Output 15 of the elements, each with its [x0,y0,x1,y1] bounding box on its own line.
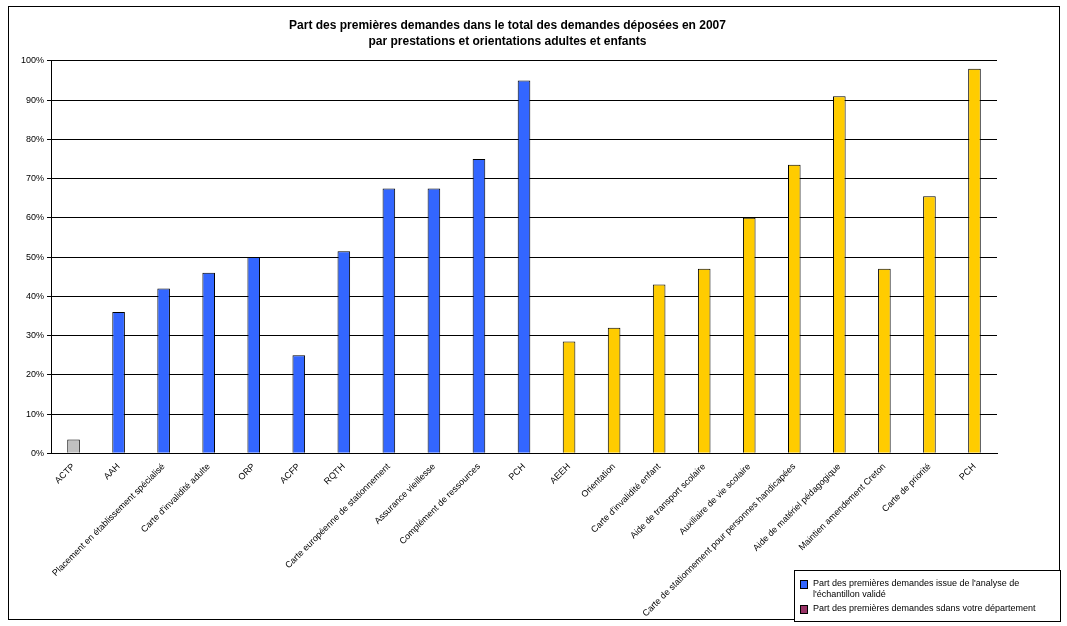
chart-subtitle: par prestations et orientations adultes et enfants [368,33,647,48]
y-tick-label: 10% [26,408,45,419]
y-tick-label: 20% [26,369,45,380]
y-tick-label: 70% [26,173,45,184]
y-tick-label: 30% [26,330,45,341]
y-tick-label: 50% [26,251,45,262]
y-tick-label: 90% [26,94,45,105]
y-tick-label: 40% [26,290,45,301]
y-tick-label: 0% [31,447,45,458]
legend-label: Part des premières demandes sdans votre département [813,603,1036,614]
y-tick-label: 80% [26,133,45,144]
chart-title: Part des premières demandes dans le total des demandes déposées en 2007 [289,17,727,32]
y-tick-label: 100% [20,55,45,66]
legend-label: Part des premières demandes issue de l'analyse de l'échantillon validé [813,578,1021,600]
y-tick-label: 60% [26,212,45,223]
